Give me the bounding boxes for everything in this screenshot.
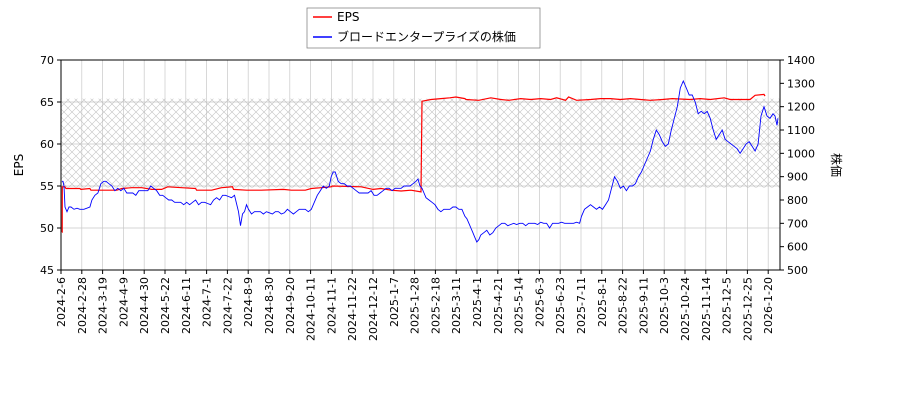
left-tick-label: 50 (40, 222, 54, 235)
x-tick-label: 2024-2-28 (76, 277, 89, 334)
x-tick-label: 2025-9-11 (637, 277, 650, 334)
left-tick-label: 55 (40, 180, 54, 193)
x-tick-label: 2025-1-28 (409, 277, 422, 334)
x-axis-ticks: 2024-2-6 2024-2-28 2024-3-19 2024-4-9 2024-4… (55, 270, 775, 341)
x-tick-label: 2025-1-7 (388, 277, 401, 327)
left-tick-label: 65 (40, 96, 54, 109)
right-axis-title: 株価 (829, 153, 844, 177)
x-tick-label: 2024-10-11 (305, 277, 318, 341)
x-tick-label: 2024-5-22 (159, 277, 172, 334)
x-tick-label: 2024-8-30 (263, 277, 276, 334)
x-tick-label: 2025-10-24 (679, 277, 692, 341)
x-tick-label: 2025-11-14 (700, 277, 713, 341)
right-tick-label: 500 (787, 264, 808, 277)
x-tick-label: 2025-8-1 (596, 277, 609, 327)
legend-eps-label: EPS (337, 10, 359, 24)
left-tick-label: 70 (40, 54, 54, 67)
x-tick-label: 2025-2-18 (429, 277, 442, 334)
x-tick-label: 2024-4-9 (117, 277, 130, 327)
right-tick-label: 800 (787, 194, 808, 207)
legend-price-label: ブロードエンタープライズの株価 (337, 29, 516, 44)
legend: EPS ブロードエンタープライズの株価 (306, 7, 541, 49)
x-tick-label: 2024-11-1 (325, 277, 338, 334)
left-axis-title: EPS (12, 154, 26, 176)
x-tick-label: 2025-6-3 (533, 277, 546, 327)
x-tick-label: 2024-12-12 (367, 277, 380, 341)
x-tick-label: 2025-12-5 (721, 277, 734, 334)
x-tick-label: 2025-4-1 (471, 277, 484, 327)
x-tick-label: 2026-1-20 (762, 277, 775, 334)
right-tick-label: 1400 (787, 54, 815, 67)
x-tick-label: 2024-4-30 (138, 277, 151, 334)
x-tick-label: 2024-11-22 (346, 277, 359, 341)
plot-frame (60, 59, 781, 271)
right-tick-label: 700 (787, 217, 808, 230)
x-tick-label: 2025-10-3 (658, 277, 671, 334)
left-axis-ticks: 45 50 55 60 65 70 (40, 54, 61, 277)
right-tick-label: 600 (787, 241, 808, 254)
x-tick-label: 2025-3-11 (450, 277, 463, 334)
x-tick-label: 2025-8-22 (617, 277, 630, 334)
shaded-band (61, 98, 780, 188)
x-tick-label: 2024-7-1 (201, 277, 214, 327)
x-tick-label: 2025-4-21 (492, 277, 505, 334)
right-tick-label: 1000 (787, 147, 815, 160)
right-axis-ticks: 500 600 700 800 900 1000 1100 1200 1300 1400 (780, 54, 815, 277)
right-tick-label: 900 (787, 171, 808, 184)
x-tick-label: 2024-9-20 (284, 277, 297, 334)
x-tick-label: 2024-6-11 (180, 277, 193, 334)
left-tick-label: 60 (40, 138, 54, 151)
x-tick-label: 2024-8-9 (242, 277, 255, 327)
right-tick-label: 1200 (787, 101, 815, 114)
x-tick-label: 2024-3-19 (97, 277, 110, 334)
x-tick-label: 2025-6-23 (554, 277, 567, 334)
right-tick-label: 1100 (787, 124, 815, 137)
right-tick-label: 1300 (787, 77, 815, 90)
x-tick-label: 2025-7-11 (575, 277, 588, 334)
x-tick-label: 2025-5-14 (513, 277, 526, 334)
x-tick-label: 2025-12-25 (741, 277, 754, 341)
x-tick-label: 2024-2-6 (55, 277, 68, 327)
legend-box (306, 7, 541, 49)
stock-price-line (62, 79, 779, 243)
eps-line (61, 93, 766, 233)
left-tick-label: 45 (40, 264, 54, 277)
x-tick-label: 2024-7-22 (221, 277, 234, 334)
